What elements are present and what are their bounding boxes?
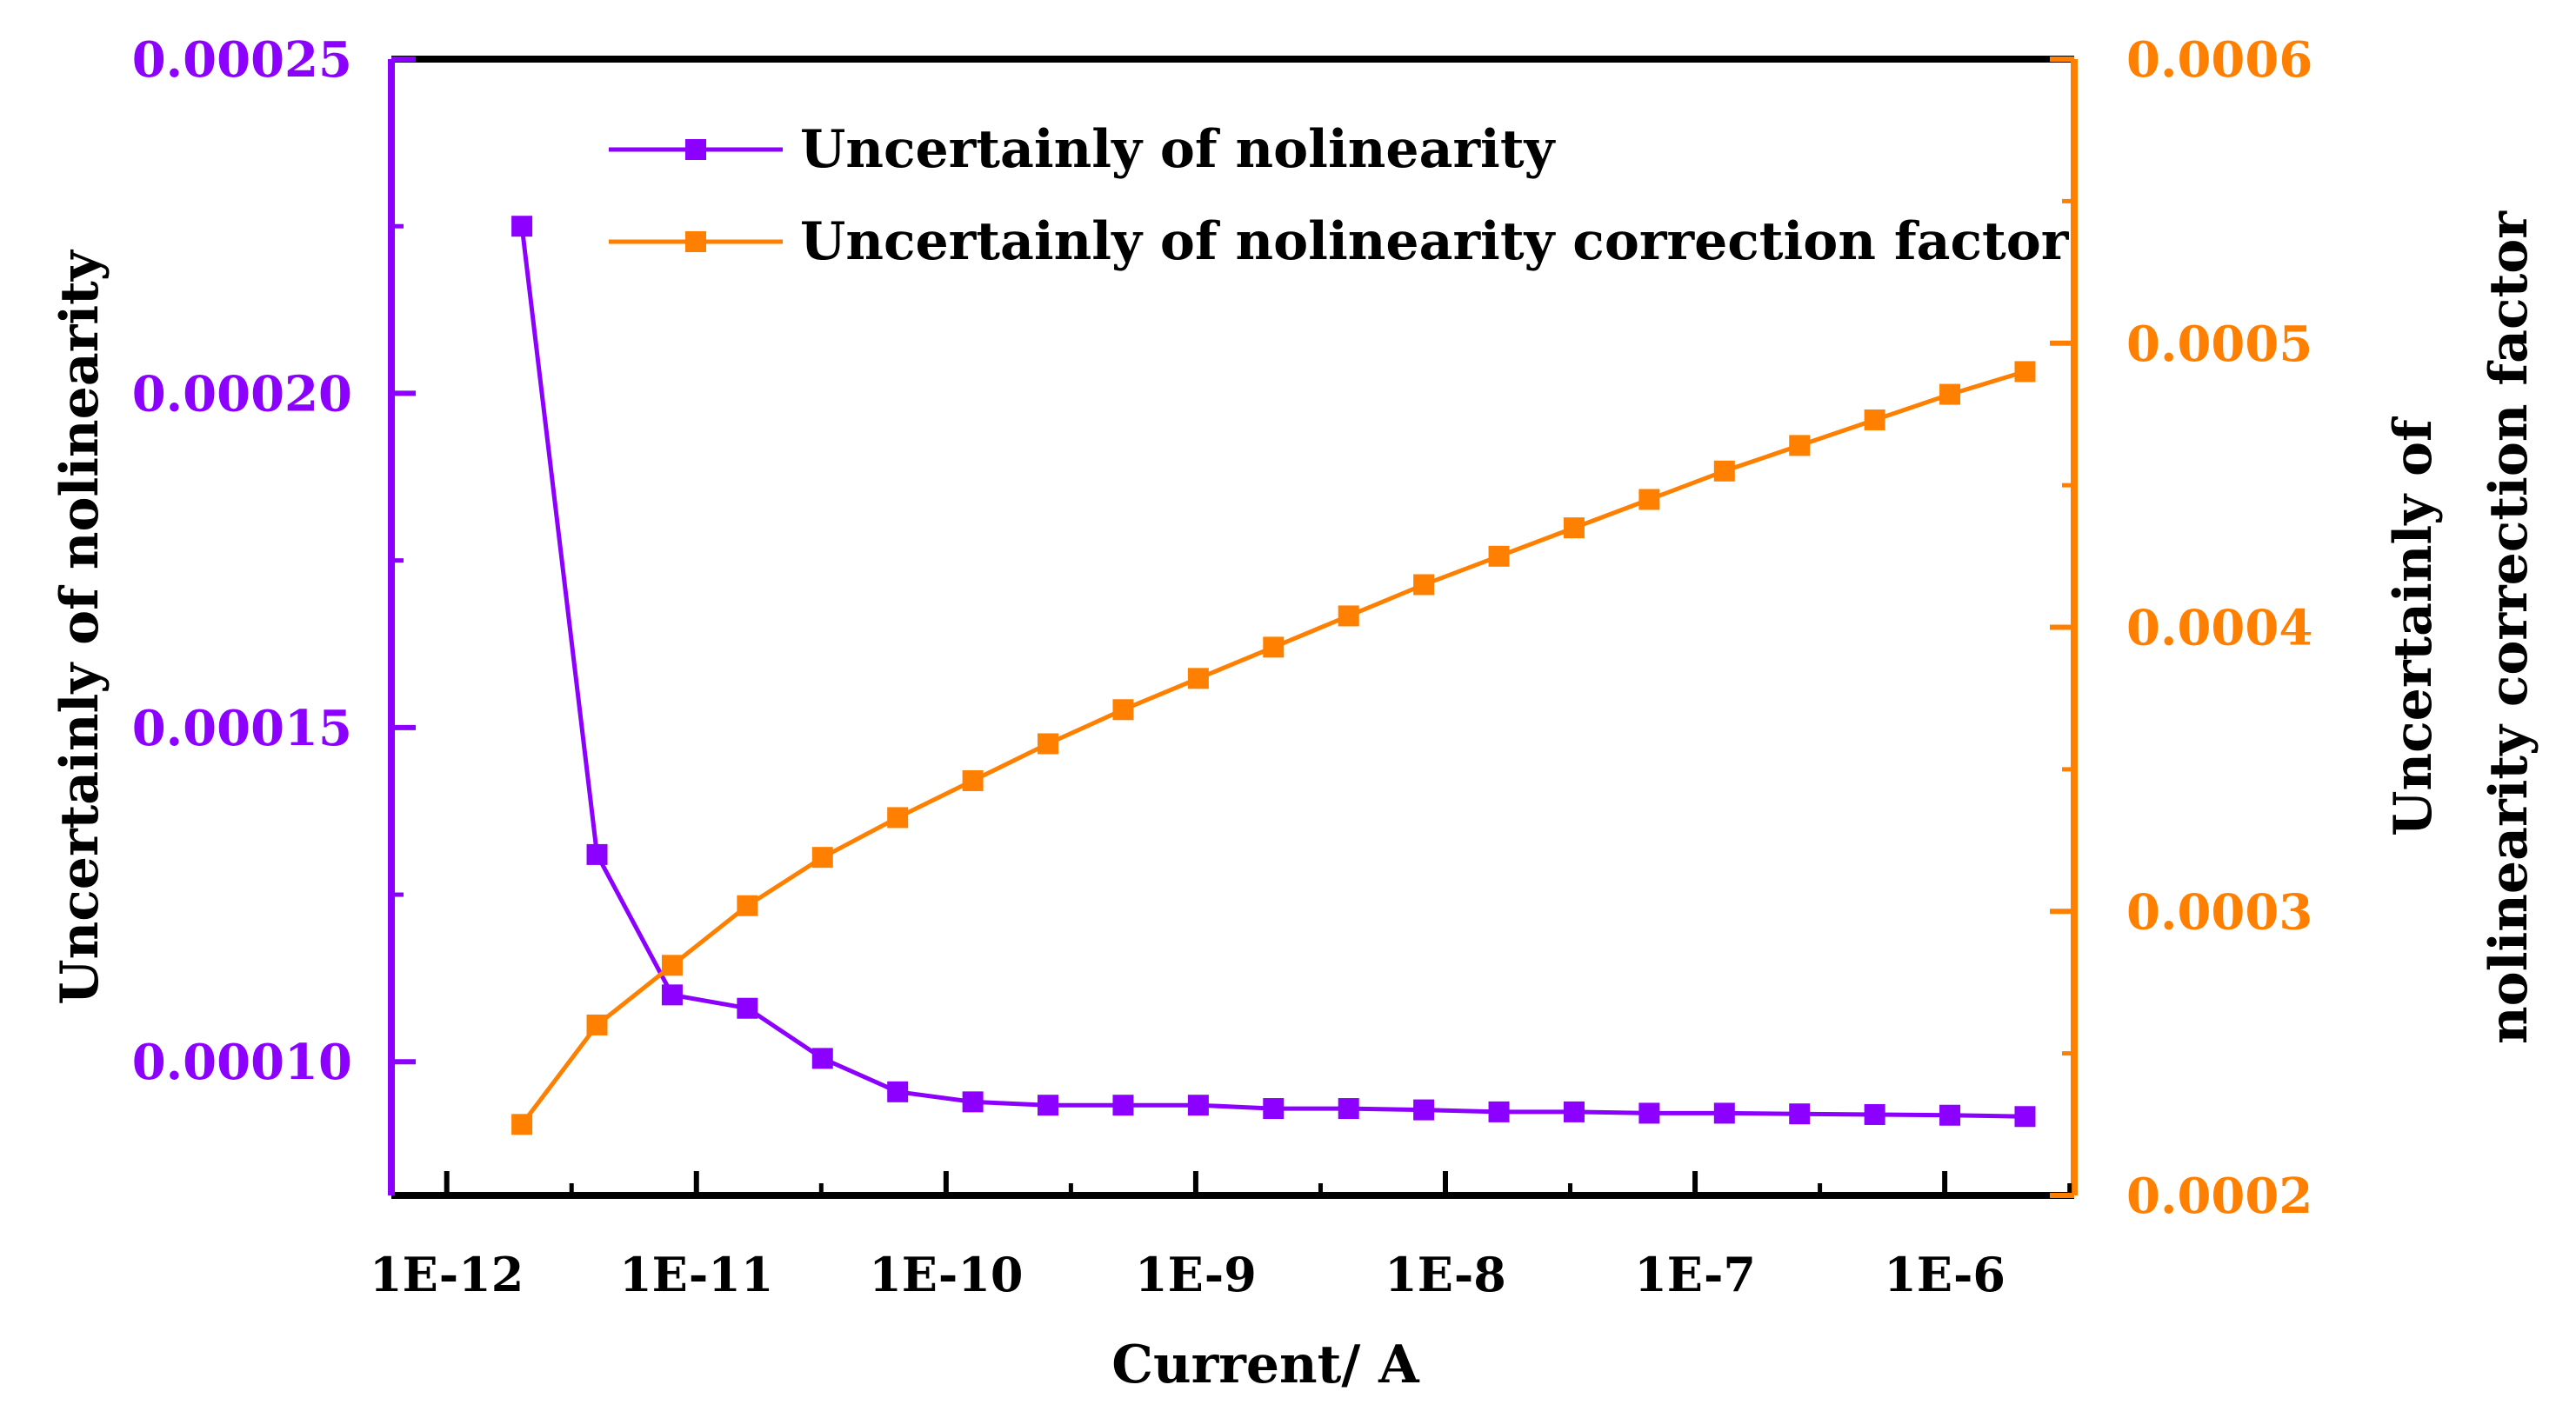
x-tick-label: 1E-6 <box>1884 1247 2005 1302</box>
left-y-tick-label: 0.00025 <box>132 31 352 89</box>
series-2-point <box>661 955 683 976</box>
series-1-point <box>1563 1101 1585 1122</box>
series-1-point <box>586 843 608 865</box>
series-2-point <box>737 895 758 916</box>
right-y-tick-label: 0.0003 <box>2126 883 2312 941</box>
x-tick-label: 1E-10 <box>869 1247 1023 1302</box>
series-2-point <box>1713 460 1735 482</box>
series-2-point <box>2014 361 2036 383</box>
series-2-point <box>1638 489 1660 510</box>
series-line-1 <box>519 225 2025 1119</box>
series-1-point <box>1187 1095 1209 1116</box>
series-2-point <box>511 1114 533 1135</box>
series-1-point <box>1939 1104 1961 1126</box>
series-2-point <box>586 1014 608 1035</box>
right-axis-title-line-1: Uncertainly of <box>2383 416 2444 836</box>
x-tick-label: 1E-11 <box>619 1247 773 1302</box>
series-1-point <box>1112 1095 1134 1116</box>
right-y-tick-label: 0.0002 <box>2126 1168 2312 1225</box>
series-2-point <box>1112 699 1134 721</box>
series-2-point <box>1789 435 1811 456</box>
series-1-point <box>511 216 533 237</box>
series-1-point <box>1488 1101 1510 1122</box>
legend: Uncertainly of nolinearity Uncertainly of… <box>609 119 2070 272</box>
legend-label-1: Uncertainly of nolinearity <box>800 119 1557 180</box>
series-2-point <box>1338 605 1359 627</box>
series-2-point <box>1864 409 1885 430</box>
left-y-tick-label: 0.00010 <box>132 1034 352 1091</box>
series-1-point <box>962 1091 984 1113</box>
series-2-point <box>1488 545 1510 567</box>
series-1-point <box>1713 1102 1735 1124</box>
series-2-point <box>1038 733 1059 755</box>
x-tick-label: 1E-12 <box>370 1247 524 1302</box>
series-1-point <box>1789 1103 1811 1125</box>
series-2-point <box>1263 636 1285 658</box>
legend-label-2: Uncertainly of nolinearity correction fa… <box>800 211 2070 272</box>
right-axis-title-line-2: nolinearity correction factor <box>2479 210 2539 1044</box>
x-tick-label: 1E-7 <box>1634 1247 1756 1302</box>
series-2-point <box>1413 574 1435 596</box>
x-axis-title: Current/ A <box>1111 1335 1420 1395</box>
series-1-point <box>737 997 758 1019</box>
series-2-point <box>1939 383 1961 405</box>
series-2-point <box>1563 517 1585 539</box>
right-y-tick-label: 0.0004 <box>2126 600 2312 657</box>
x-tick-label: 1E-9 <box>1135 1247 1257 1302</box>
series-1-point <box>811 1048 833 1069</box>
legend-marker-1 <box>685 139 706 160</box>
series-2-point <box>887 807 909 829</box>
series-1-point <box>887 1081 909 1102</box>
series-1-point <box>1038 1095 1059 1116</box>
series-1-point <box>1638 1102 1660 1124</box>
series-2-point <box>962 769 984 791</box>
series-1-point <box>1413 1099 1435 1121</box>
right-y-tick-label: 0.0005 <box>2126 316 2312 373</box>
series-1-point <box>661 984 683 1006</box>
x-tick-label: 1E-8 <box>1385 1247 1506 1302</box>
legend-marker-2 <box>685 231 706 252</box>
left-y-tick-label: 0.00015 <box>132 700 352 757</box>
right-y-tick-label: 0.0006 <box>2126 31 2312 89</box>
series-1-point <box>1338 1098 1359 1120</box>
series-1-point <box>1263 1098 1285 1120</box>
series-2-point <box>1187 668 1209 689</box>
series-1-point <box>1864 1103 1885 1125</box>
series-1-point <box>2014 1106 2036 1128</box>
left-axis-title: Uncertainly of nolinearity <box>50 249 110 1005</box>
series-2-point <box>811 847 833 869</box>
left-y-tick-label: 0.00020 <box>132 365 352 423</box>
